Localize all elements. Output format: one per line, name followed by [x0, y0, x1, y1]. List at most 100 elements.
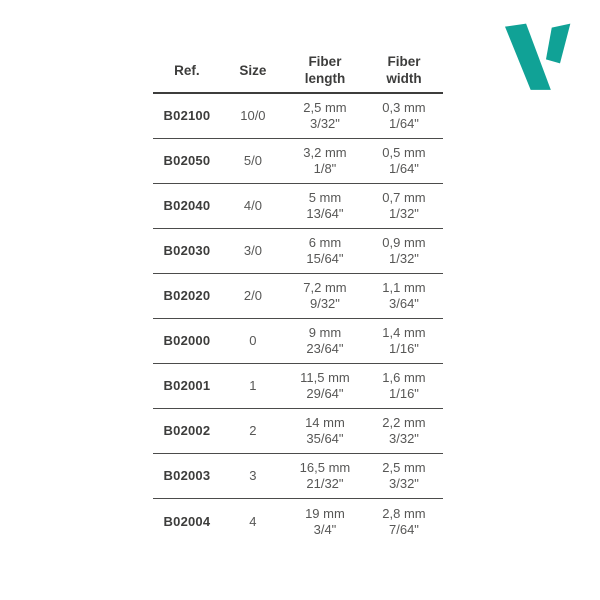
- table-row: B02100 10/0 2,5 mm 3/32" 0,3 mm 1/64": [153, 94, 443, 139]
- table-row: B02001 1 11,5 mm 29/64" 1,6 mm 1/16": [153, 364, 443, 409]
- fiber-length-mm: 19 mm: [305, 505, 345, 521]
- ref-cell: B02003: [163, 468, 211, 483]
- fiber-length-cell: 7,2 mm 9/32": [285, 274, 365, 318]
- fiber-width-inches: 1/32": [389, 206, 419, 221]
- fiber-width-mm: 0,5 mm: [382, 145, 426, 160]
- fiber-length-mm: 16,5 mm: [299, 460, 351, 475]
- ref-cell: B02030: [163, 243, 211, 258]
- table-row: B02002 2 14 mm 35/64" 2,2 mm 3/32": [153, 409, 443, 454]
- fiber-width-inches: 1/16": [389, 341, 419, 356]
- fiber-width-cell: 0,5 mm 1/64": [365, 139, 443, 183]
- fiber-width-inches: 3/32": [389, 476, 419, 491]
- fiber-length-mm: 14 mm: [305, 415, 345, 430]
- table-row: B02020 2/0 7,2 mm 9/32" 1,1 mm 3/64": [153, 274, 443, 319]
- size-cell: 3: [249, 468, 257, 483]
- fiber-length-mm: 3,2 mm: [303, 145, 347, 160]
- fiber-length-mm: 2,5 mm: [303, 100, 347, 115]
- v-logo-icon: [505, 23, 571, 90]
- fiber-length-inches: 3/4": [313, 521, 337, 537]
- fiber-width-cell: 1,6 mm 1/16": [365, 364, 443, 408]
- column-header-fiber-width: Fiber width: [365, 48, 443, 92]
- fiber-length-mm: 6 mm: [308, 235, 342, 250]
- size-cell: 4: [249, 513, 257, 529]
- size-cell: 2: [249, 423, 257, 438]
- ref-cell: B02050: [163, 153, 211, 168]
- ref-cell: B02004: [163, 513, 211, 529]
- fiber-spec-table: Ref. Size Fiber length Fiber width B0210…: [153, 48, 443, 544]
- ref-cell: B02040: [163, 198, 211, 213]
- fiber-width-cell: 1,4 mm 1/16": [365, 319, 443, 363]
- fiber-width-mm: 0,9 mm: [382, 235, 426, 250]
- fiber-length-mm: 9 mm: [308, 325, 342, 340]
- fiber-length-inches: 13/64": [306, 206, 344, 221]
- table-row: B02040 4/0 5 mm 13/64" 0,7 mm 1/32": [153, 184, 443, 229]
- fiber-length-inches: 9/32": [309, 296, 340, 311]
- ref-cell: B02001: [163, 378, 211, 393]
- header-fiber-width-line2: width: [386, 71, 422, 86]
- ref-cell: B02002: [163, 423, 211, 438]
- size-cell: 3/0: [243, 243, 262, 258]
- fiber-width-inches: 7/64": [389, 521, 419, 537]
- size-cell: 4/0: [243, 198, 262, 213]
- header-size-label: Size: [239, 62, 267, 78]
- size-cell: 0: [249, 333, 257, 348]
- fiber-length-inches: 29/64": [306, 386, 344, 401]
- fiber-width-inches: 1/64": [389, 116, 419, 131]
- size-cell: 10/0: [240, 108, 266, 123]
- size-cell: 1: [249, 378, 257, 393]
- table-row: B02000 0 9 mm 23/64" 1,4 mm 1/16": [153, 319, 443, 364]
- size-cell: 2/0: [243, 288, 262, 303]
- fiber-length-cell: 14 mm 35/64": [285, 409, 365, 453]
- header-fiber-length-line2: length: [304, 71, 346, 86]
- fiber-width-inches: 3/32": [389, 431, 419, 446]
- fiber-length-cell: 3,2 mm 1/8": [285, 139, 365, 183]
- table-row: B02050 5/0 3,2 mm 1/8" 0,5 mm 1/64": [153, 139, 443, 184]
- fiber-width-mm: 1,4 mm: [382, 325, 426, 340]
- header-ref-label: Ref.: [174, 62, 200, 78]
- fiber-width-inches: 1/32": [389, 251, 419, 266]
- table-row: B02003 3 16,5 mm 21/32" 2,5 mm 3/32": [153, 454, 443, 499]
- fiber-width-inches: 1/64": [389, 161, 419, 176]
- fiber-length-cell: 11,5 mm 29/64": [285, 364, 365, 408]
- column-header-ref: Ref.: [153, 48, 221, 92]
- fiber-width-cell: 0,3 mm 1/64": [365, 94, 443, 138]
- table-row: B02004 4 19 mm 3/4" 2,8 mm 7/64": [153, 499, 443, 544]
- fiber-width-cell: 1,1 mm 3/64": [365, 274, 443, 318]
- table-body: B02100 10/0 2,5 mm 3/32" 0,3 mm 1/64" B02050 5/…: [153, 94, 443, 544]
- fiber-length-cell: 9 mm 23/64": [285, 319, 365, 363]
- fiber-width-cell: 0,9 mm 1/32": [365, 229, 443, 273]
- fiber-length-cell: 16,5 mm 21/32": [285, 454, 365, 498]
- fiber-length-cell: 19 mm 3/4": [285, 499, 365, 544]
- ref-cell: B02020: [163, 288, 211, 303]
- v-logo-left-stroke: [505, 23, 551, 90]
- fiber-width-inches: 3/64": [389, 296, 419, 311]
- fiber-width-mm: 0,3 mm: [382, 100, 426, 115]
- v-logo-right-stroke: [545, 23, 571, 64]
- fiber-length-cell: 2,5 mm 3/32": [285, 94, 365, 138]
- fiber-length-cell: 6 mm 15/64": [285, 229, 365, 273]
- fiber-width-mm: 2,2 mm: [382, 415, 426, 430]
- fiber-width-mm: 1,6 mm: [382, 370, 426, 385]
- fiber-width-mm: 1,1 mm: [382, 280, 426, 295]
- fiber-width-cell: 2,2 mm 3/32": [365, 409, 443, 453]
- fiber-width-cell: 0,7 mm 1/32": [365, 184, 443, 228]
- fiber-length-inches: 35/64": [306, 431, 344, 446]
- size-cell: 5/0: [243, 153, 262, 168]
- fiber-length-inches: 1/8": [313, 161, 337, 176]
- column-header-size: Size: [221, 48, 285, 92]
- fiber-length-cell: 5 mm 13/64": [285, 184, 365, 228]
- fiber-length-inches: 15/64": [306, 251, 344, 266]
- fiber-length-mm: 11,5 mm: [300, 370, 350, 385]
- ref-cell: B02100: [163, 108, 211, 123]
- table-header-row: Ref. Size Fiber length Fiber width: [153, 48, 443, 94]
- fiber-width-mm: 2,5 mm: [382, 460, 426, 475]
- column-header-fiber-length: Fiber length: [285, 48, 365, 92]
- fiber-length-inches: 21/32": [306, 476, 344, 491]
- header-fiber-length-line1: Fiber: [308, 54, 342, 69]
- brand-logo: [494, 12, 582, 100]
- fiber-width-cell: 2,5 mm 3/32": [365, 454, 443, 498]
- header-fiber-width-line1: Fiber: [387, 54, 421, 69]
- fiber-length-mm: 5 mm: [308, 190, 342, 205]
- fiber-length-mm: 7,2 mm: [303, 280, 347, 295]
